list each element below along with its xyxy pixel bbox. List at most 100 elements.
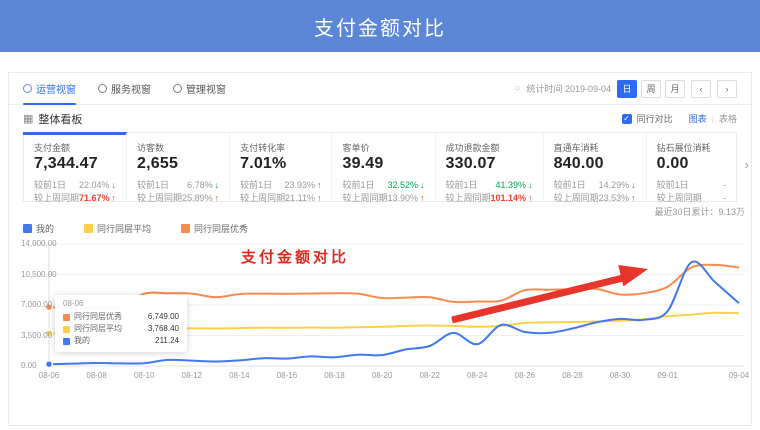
x-axis-label: 08-24 [467, 371, 488, 380]
kpi-delta-row: 较上周同期 13.90% ↑ [342, 192, 424, 205]
delta-value: 32.52% [387, 180, 419, 190]
tab-1-label: 运营视窗 [36, 85, 76, 96]
peer-compare-label: 同行对比 [636, 114, 673, 124]
up-arrow-icon: ↑ [111, 193, 117, 203]
tooltip-row: 同行同层平均 3,768.40 [63, 323, 179, 335]
granularity-1-button[interactable]: 日 [617, 79, 637, 98]
toolbar-right: ○ 统计时间 2019-09-04 日周月 ‹ › [514, 79, 737, 98]
tooltip-row: 同行同层优秀 6,749.00 [63, 311, 179, 323]
legend-swatch [23, 223, 32, 233]
tooltip-series-value: 3,768.40 [147, 324, 179, 333]
kpi-row: 支付金额 7,344.47 较前1日 22.04% ↓ 较上周同期 71.67% ↑ 访客数 2,… [22, 132, 749, 203]
dashboard-icon: ▦ [23, 113, 34, 125]
clock-icon: ○ [514, 83, 521, 94]
kpi-value: 840.00 [553, 155, 604, 172]
kpi-delta-row: 较上周同期 21.11% ↑ [240, 192, 321, 205]
tooltip-row: 我的 211.24 [63, 335, 179, 347]
legend-item-2[interactable]: 同行同层平均 [84, 222, 151, 235]
kpi-delta-row: 较上周同期 71.67% ↑ [34, 192, 116, 205]
delta-value: 13.90% [387, 193, 419, 203]
x-axis-label: 08-22 [419, 371, 440, 380]
legend-item-3[interactable]: 同行同层优秀 [181, 222, 248, 235]
cumulative-summary: 最近30日累计：9.13万 [654, 207, 745, 217]
kpi-next-chevron-icon[interactable]: › [744, 157, 749, 172]
up-arrow-icon: ↑ [631, 193, 636, 203]
x-axis-label: 08-28 [562, 371, 583, 380]
legend-swatch [181, 223, 191, 233]
tab-1-icon [23, 84, 32, 93]
down-arrow-icon: ↓ [631, 180, 636, 190]
kpi-delta-row: 较前1日 23.93% ↑ [240, 179, 321, 192]
kpi-card-4[interactable]: 客单价 39.49 较前1日 32.52% ↓ 较上周同期 13.90% ↑ [331, 133, 434, 203]
delta-value: 41.39% [495, 180, 527, 190]
kpi-value: 330.07 [445, 155, 496, 172]
kpi-value: 7,344.47 [34, 155, 98, 172]
x-axis-label: 08-18 [324, 371, 345, 380]
kpi-delta-row: 较前1日 14.29% ↓ [554, 179, 636, 192]
delta-label: 较前1日 [342, 180, 375, 190]
view-chart-link[interactable]: 图表 [688, 114, 707, 124]
granularity-3-button[interactable]: 月 [665, 79, 685, 98]
x-axis-label: 08-08 [86, 371, 107, 380]
kpi-title: 支付金额 [34, 143, 71, 153]
delta-value: - [723, 180, 726, 190]
granularity-2-button[interactable]: 周 [641, 79, 661, 98]
up-arrow-icon: ↑ [420, 193, 425, 203]
kpi-card-5[interactable]: 成功退款金额 330.07 较前1日 41.39% ↓ 较上周同期 101.14% ↑ [434, 133, 543, 203]
delta-label: 较前1日 [137, 180, 170, 190]
legend-item-1[interactable]: 我的 [23, 222, 54, 235]
delta-label: 较前1日 [34, 180, 67, 190]
up-arrow-icon: ↑ [528, 193, 533, 203]
delta-label: 较前1日 [445, 180, 478, 190]
legend-label: 我的 [36, 223, 55, 234]
kpi-delta-row: 较前1日 6.78% ↓ [137, 179, 219, 192]
delta-label: 较上周同期 [656, 193, 702, 203]
prev-period-button[interactable]: ‹ [691, 79, 711, 98]
payment-comparison-chart: 支付金额对比 08-06 同行同层优秀 6,749.00 同行同层平均 3,768.4… [9, 238, 751, 398]
board-title: 整体看板 [38, 113, 83, 126]
tab-3-label: 管理视窗 [186, 85, 226, 96]
kpi-value: 7.01% [240, 155, 287, 172]
tab-3[interactable]: 管理视窗 [173, 73, 226, 104]
board-controls: ✓ 同行对比 图表 | 表格 [621, 112, 737, 125]
kpi-card-7[interactable]: 钻石展位消耗 0.00 较前1日 - 较上周同期 - [645, 133, 736, 203]
delta-label: 较上周同期 [342, 193, 388, 203]
tooltip-series-value: 6,749.00 [147, 312, 179, 321]
kpi-title: 支付转化率 [240, 143, 286, 153]
delta-value: 14.29% [598, 180, 630, 190]
chart-annotation-text: 支付金额对比 [241, 249, 350, 266]
legend-swatch [84, 223, 94, 233]
chart-tooltip: 08-06 同行同层优秀 6,749.00 同行同层平均 3,768.40 我的 211.… [55, 295, 187, 352]
x-axis-label: 09-04 [728, 371, 750, 380]
tab-group: 运营视窗 服务视窗 管理视窗 [23, 73, 248, 105]
peer-compare-checkbox[interactable]: ✓ [621, 113, 632, 124]
legend-label: 同行同层优秀 [194, 223, 249, 234]
kpi-delta-row: 较上周同期 101.14% ↑ [446, 192, 533, 205]
kpi-delta-row: 较上周同期 25.89% ↑ [137, 192, 219, 205]
kpi-card-3[interactable]: 支付转化率 7.01% 较前1日 23.93% ↑ 较上周同期 21.11% ↑ [229, 133, 331, 203]
delta-value: 22.04% [79, 180, 110, 190]
kpi-card-1[interactable]: 支付金额 7,344.47 较前1日 22.04% ↓ 较上周同期 71.67% ↑ [22, 132, 128, 203]
y-axis-label: 7,000.00 [21, 300, 53, 309]
kpi-card-6[interactable]: 直通车消耗 840.00 较前1日 14.29% ↓ 较上周同期 23.53% ↑ [542, 133, 646, 203]
y-axis-label: 0.00 [21, 361, 37, 370]
tooltip-swatch [63, 313, 70, 321]
up-arrow-icon: ↑ [316, 193, 322, 203]
tab-2[interactable]: 服务视窗 [98, 73, 151, 104]
x-axis-label: 08-14 [229, 371, 250, 380]
next-period-button[interactable]: › [717, 79, 737, 98]
tab-1[interactable]: 运营视窗 [23, 73, 76, 105]
kpi-title: 访客数 [137, 143, 165, 153]
delta-value: 25.89% [182, 193, 213, 203]
kpi-delta-row: 较前1日 - [657, 179, 726, 192]
delta-value: 6.78% [187, 180, 213, 190]
x-axis-label: 09-01 [657, 371, 678, 380]
view-table-link[interactable]: 表格 [718, 114, 737, 124]
x-axis-label: 08-30 [609, 371, 631, 380]
kpi-card-2[interactable]: 访客数 2,655 较前1日 6.78% ↓ 较上周同期 25.89% ↑ [126, 133, 229, 203]
kpi-title: 直通车消耗 [553, 143, 599, 153]
kpi-delta-row: 较上周同期 - [657, 192, 726, 205]
x-axis-label: 08-12 [181, 371, 202, 380]
y-axis-label: 10,500.00 [21, 269, 57, 279]
page-title: 支付金额对比 [314, 17, 446, 40]
